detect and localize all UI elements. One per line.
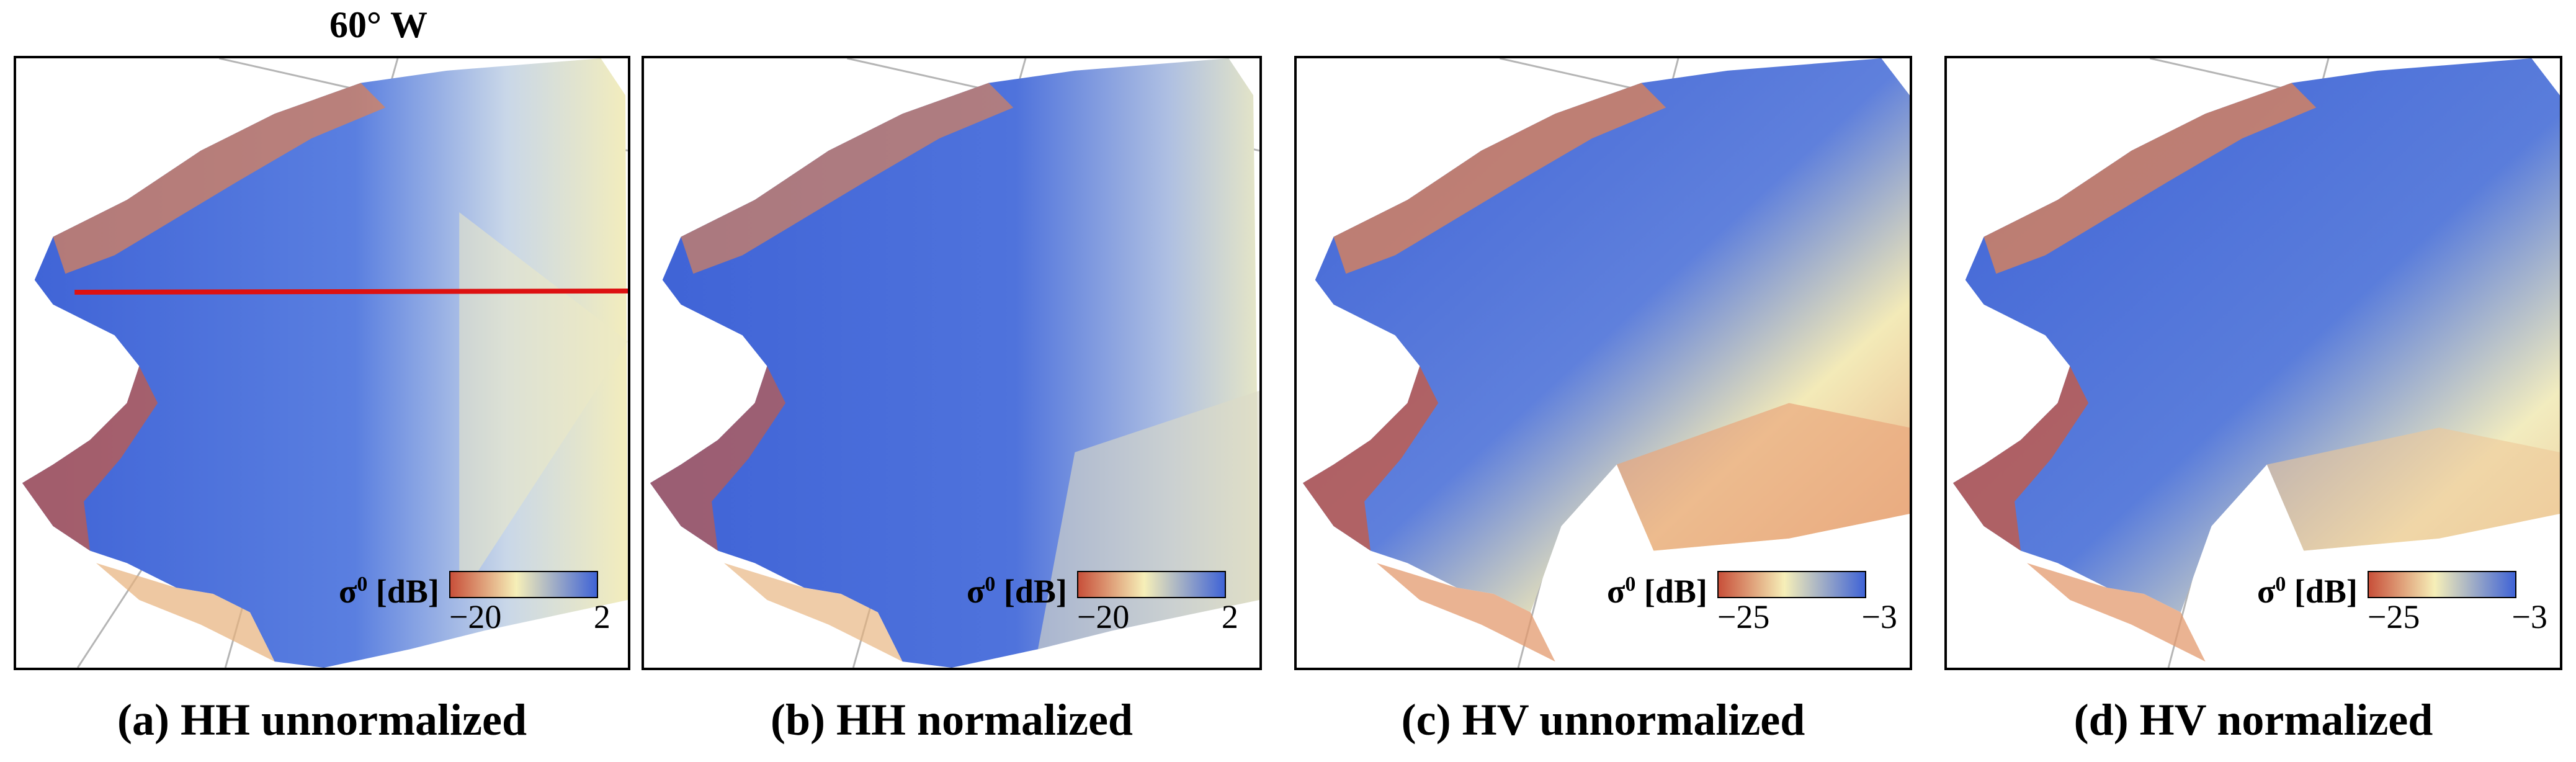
panel-d-map: σ0 [dB] −25 −3 bbox=[1944, 56, 2562, 670]
transect-line bbox=[74, 288, 628, 295]
colorbar bbox=[1076, 571, 1226, 598]
sar-map-a bbox=[22, 58, 628, 668]
colorbar bbox=[1717, 571, 1866, 598]
colorbar bbox=[2367, 571, 2516, 598]
coastline-band bbox=[681, 83, 1014, 274]
tick-min: −20 bbox=[449, 598, 502, 635]
panel-c-map: σ0 [dB] −25 −3 bbox=[1294, 56, 1912, 670]
coastline-band bbox=[96, 563, 275, 662]
legend-title: σ0 [dB] bbox=[339, 573, 439, 610]
coastline-band bbox=[1983, 83, 2317, 274]
tick-max: −3 bbox=[1861, 598, 1897, 635]
colorbar-legend: σ0 [dB] −20 2 bbox=[967, 571, 1238, 635]
tick-min: −25 bbox=[1717, 598, 1770, 635]
legend-title: σ0 [dB] bbox=[2257, 573, 2358, 610]
coastline-band bbox=[1333, 83, 1666, 274]
sar-map-c bbox=[1302, 58, 1910, 668]
coastline-band bbox=[1376, 563, 1555, 662]
legend-title: σ0 [dB] bbox=[967, 573, 1067, 610]
coastline-band bbox=[53, 83, 386, 274]
sar-map-d bbox=[1952, 58, 2560, 668]
coastline-band bbox=[650, 365, 786, 551]
caption-c: (c) HV unnormalized bbox=[1401, 695, 1805, 745]
coastline-band bbox=[2026, 563, 2206, 662]
swath-boundary bbox=[2266, 428, 2560, 551]
panel-a-map: σ0 [dB] −20 2 bbox=[14, 56, 630, 670]
swath-boundary bbox=[459, 212, 628, 600]
legend-title: σ0 [dB] bbox=[1607, 573, 1707, 610]
tick-max: 2 bbox=[1221, 598, 1238, 635]
coastline-band bbox=[22, 365, 158, 551]
tick-max: 2 bbox=[593, 598, 610, 635]
caption-d: (d) HV normalized bbox=[2073, 695, 2433, 745]
colorbar-legend: σ0 [dB] −25 −3 bbox=[2257, 571, 2547, 635]
tick-min: −25 bbox=[2367, 598, 2420, 635]
caption-a: (a) HH unnormalized bbox=[117, 695, 527, 745]
tick-max: −3 bbox=[2511, 598, 2547, 635]
colorbar-legend: σ0 [dB] −25 −3 bbox=[1607, 571, 1897, 635]
longitude-label: 60° W bbox=[329, 4, 427, 45]
tick-min: −20 bbox=[1076, 598, 1130, 635]
caption-b: (b) HH normalized bbox=[771, 695, 1133, 745]
panel-b-map: σ0 [dB] −20 2 bbox=[642, 56, 1262, 670]
colorbar-legend: σ0 [dB] −20 2 bbox=[339, 571, 610, 635]
swath-boundary bbox=[1616, 403, 1910, 551]
coastline-band bbox=[723, 563, 903, 662]
coastline-band bbox=[1302, 365, 1439, 551]
coastline-band bbox=[1952, 365, 2089, 551]
colorbar bbox=[449, 571, 598, 598]
